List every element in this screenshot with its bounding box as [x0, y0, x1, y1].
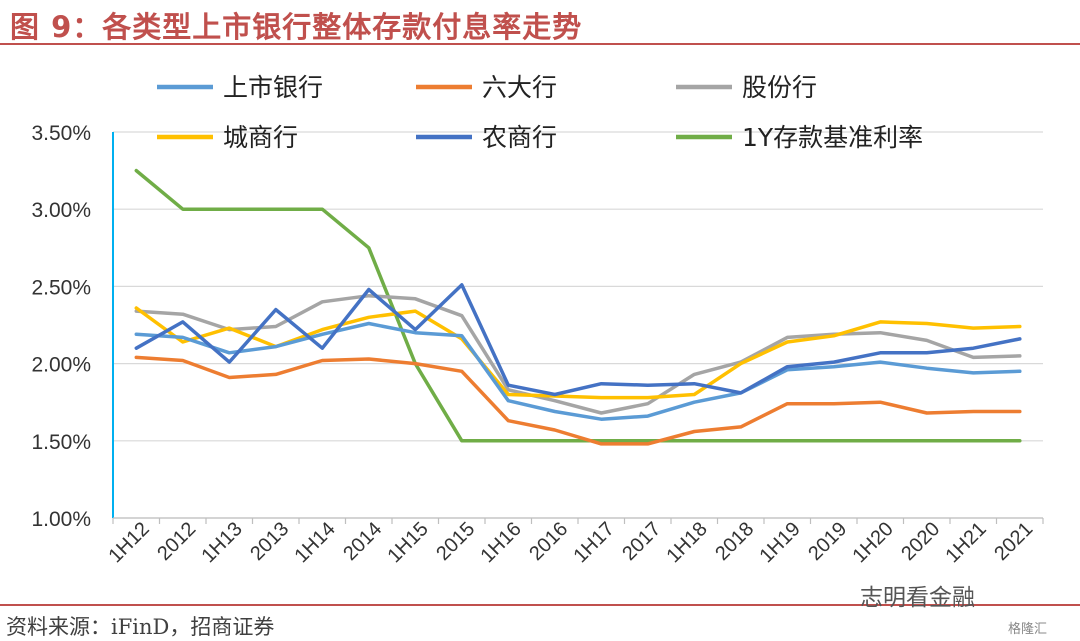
series-line — [134, 355, 1022, 446]
page-title: 图 9：各类型上市银行整体存款付息率走势 — [10, 10, 583, 44]
y-tick-label: 2.00% — [31, 354, 91, 377]
x-tick-label: 2021 — [990, 518, 1037, 565]
source-divider — [0, 604, 1080, 606]
x-tick-label: 2019 — [804, 518, 851, 565]
x-tick-label: 2014 — [339, 518, 386, 565]
x-tick-label: 2012 — [153, 518, 200, 565]
x-tick-label: 1H19 — [755, 518, 804, 567]
y-tick-label: 2.50% — [31, 276, 91, 299]
series-line — [134, 283, 1022, 397]
x-tick-label: 1H17 — [569, 518, 618, 567]
legend-label: 上市银行 — [223, 73, 323, 102]
x-tick-label: 2013 — [246, 518, 293, 565]
series-line — [134, 293, 1022, 415]
title-divider — [0, 43, 1080, 45]
x-tick-label: 2020 — [897, 518, 944, 565]
legend-label: 农商行 — [482, 123, 557, 152]
x-tick-label: 1H14 — [290, 518, 339, 567]
series-lines — [134, 168, 1022, 446]
x-tick-label: 1H21 — [941, 518, 990, 567]
y-axis: 1.00% 1.50% 2.00% 2.50% 3.00% 3.50% — [31, 122, 114, 531]
legend-label: 六大行 — [482, 73, 557, 102]
watermark-logo: 格隆汇 — [1008, 622, 1048, 637]
legend-label: 股份行 — [742, 73, 817, 102]
line-chart: 1.00%1.50%2.00%2.50%3.00%3.50% 1H12 20121… — [31, 73, 1044, 567]
watermark: 志明看金融 — [860, 585, 975, 611]
x-tick-label: 1H20 — [848, 518, 897, 567]
x-tick-label: 2018 — [711, 518, 758, 565]
x-tick-label: 1H15 — [383, 518, 432, 567]
grid-lines — [113, 131, 1043, 519]
y-tick-label: 3.00% — [31, 199, 91, 222]
x-tick-label: 1H16 — [476, 518, 525, 567]
legend-label: 1Y存款基准利率 — [742, 123, 923, 152]
x-tick-label: 1H12 — [104, 518, 153, 567]
x-tick-label: 2017 — [618, 518, 665, 565]
legend-label: 城商行 — [223, 123, 298, 152]
x-tick-label: 2015 — [432, 518, 479, 565]
y-tick-label: 1.50% — [31, 431, 91, 454]
series-line — [134, 321, 1022, 421]
series-line — [134, 168, 1022, 443]
x-tick-label: 2016 — [525, 518, 572, 565]
x-tick-label: 1H18 — [662, 518, 711, 567]
x-tick-label: 1H13 — [197, 518, 246, 567]
y-tick-label: 1.00% — [31, 508, 91, 531]
source-note: 资料来源：iFinD，招商证券 — [6, 615, 275, 639]
y-tick-label: 3.50% — [31, 122, 91, 145]
